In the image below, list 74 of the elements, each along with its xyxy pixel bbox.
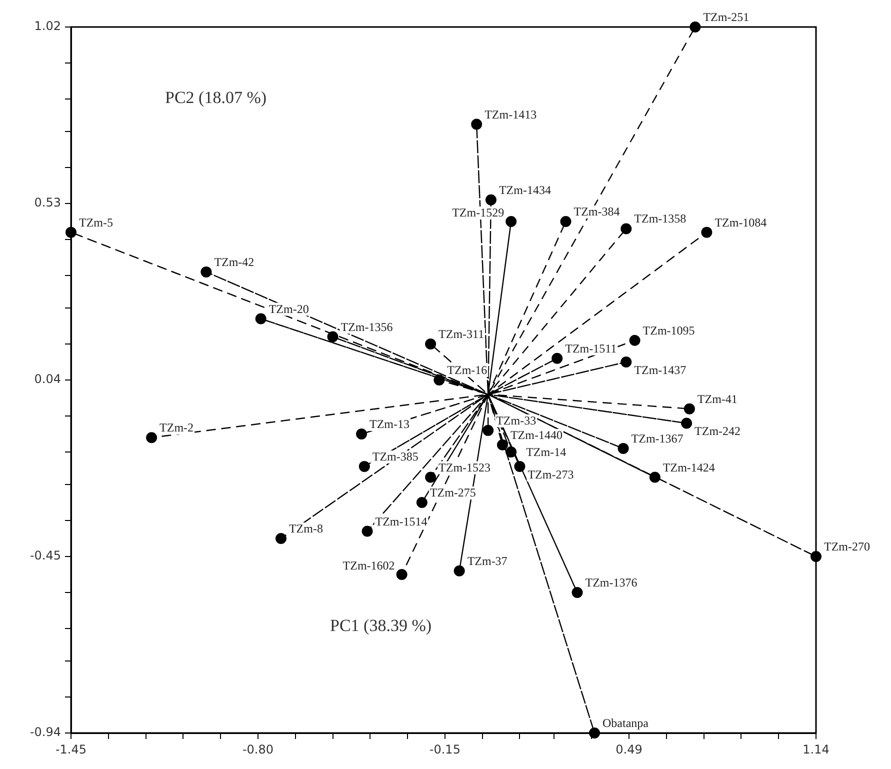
point [356,428,368,440]
x-axis-title: PC1 (38.39 %) [330,616,432,635]
point [200,266,212,278]
data-label: TZm-1511 [565,341,617,356]
data-label: TZm-1523 [438,460,491,474]
data-label: TZm-1095 [642,323,695,338]
x-tick-label: 1.14 [802,742,830,756]
data-label: TZm-311 [438,326,484,341]
point [275,532,286,544]
y-tick-label: -0.94 [30,725,61,740]
data-label: TZm-5 [79,215,113,230]
data-label: Obatanpa [602,716,650,730]
point [358,460,370,472]
data-label: TZm-13 [370,417,410,432]
data-label: TZm-1356 [340,320,393,334]
data-label: TZm-41 [697,392,738,406]
data-label: TZm-1437 [634,362,686,377]
point [620,223,632,234]
point [684,403,695,414]
y-tick-label: 1.02 [34,19,61,34]
data-label: TZm-1358 [634,212,686,226]
point [681,418,692,429]
point [552,352,563,364]
data-label: TZm-270 [824,540,870,554]
y-tick-label: -0.45 [30,548,61,563]
data-label: TZm-1413 [484,107,537,122]
x-tick-label: 0.49 [616,742,642,756]
point [485,194,496,206]
point [255,313,266,324]
point [396,569,408,580]
point [416,496,428,508]
data-label: TZm-1602 [342,558,395,573]
y-tick-label: 0.53 [34,196,61,210]
data-label: TZm-242 [694,424,741,438]
point [425,472,436,483]
data-label: TZm-42 [214,254,254,269]
data-label: TZm-1424 [662,460,715,474]
point [425,338,436,350]
point [618,442,629,454]
data-label: TZm-8 [288,521,323,536]
point [506,216,517,228]
point [560,216,572,228]
point [572,587,583,598]
data-label: TZm-384 [574,204,620,219]
point [629,334,640,346]
point [701,226,712,238]
y-tick-label: 0.04 [34,372,61,386]
data-label: TZm-273 [528,467,574,482]
point [454,565,465,576]
data-label: TZm-33 [496,413,536,428]
data-label: TZm-251 [703,10,750,24]
x-tick-label: -0.80 [242,742,274,756]
data-label: TZm-1434 [498,182,551,197]
data-label: TZm-14 [526,445,566,460]
point [146,432,158,444]
data-label: TZm-1529 [452,206,504,220]
point [362,526,373,537]
y-axis-title: PC2 (18.07 %) [165,88,267,107]
data-label: TZm-20 [268,302,309,316]
data-label: TZm-385 [372,449,418,464]
point [620,356,632,368]
point [482,424,494,436]
data-label: TZm-275 [430,485,476,500]
data-label: TZm-2 [160,420,194,435]
data-label: TZm-1367 [631,431,684,446]
point [471,118,482,130]
data-label: TZm-1440 [510,428,562,442]
data-label: TZm-1376 [585,576,638,590]
x-tick-label: -0.15 [429,742,460,756]
data-label: TZm-37 [467,554,508,568]
data-label: TZm-1514 [375,514,428,528]
data-label: TZm-1084 [714,215,767,230]
x-tick-label: -1.45 [55,742,87,756]
data-label: TZm-16 [447,363,488,377]
